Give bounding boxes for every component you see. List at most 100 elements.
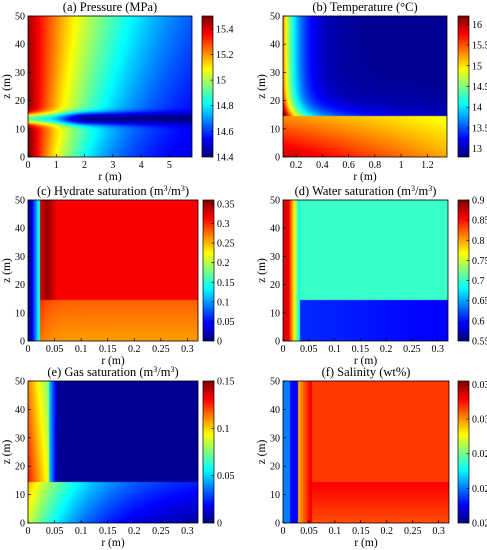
x-tick-label: 1 (54, 160, 59, 171)
colorbar-tick-label: 0.05 (217, 317, 235, 328)
plot-frame (27, 15, 193, 158)
x-tick-label: 1.2 (421, 160, 434, 171)
plot-frame (282, 15, 448, 158)
heatmap-salinity (283, 381, 449, 523)
panel-title: (f) Salinity (wt%) (322, 365, 411, 379)
x-tick-label: 0.8 (369, 160, 382, 171)
x-tick-label: 0.25 (404, 526, 422, 537)
x-tick-label: 0 (281, 344, 286, 355)
colorbar-tick-label: 14 (472, 103, 482, 114)
colorbar (458, 381, 469, 523)
y-tick-label: 40 (15, 224, 25, 235)
colorbar (202, 16, 213, 157)
y-axis-label: z (m) (1, 258, 13, 283)
x-tick-label: 0 (26, 160, 31, 171)
x-tick-label: 0.2 (128, 344, 141, 355)
x-tick-label: 0.1 (75, 526, 88, 537)
x-tick-label: 0.6 (342, 160, 355, 171)
x-tick-label: 5 (167, 160, 172, 171)
y-tick-label: 30 (270, 252, 280, 263)
x-tick-label: 0.3 (181, 344, 194, 355)
heatmap-water (283, 200, 448, 341)
colorbar-tick-label: 0.7 (472, 276, 485, 287)
colorbar-tick-label: 0 (217, 519, 222, 530)
x-tick-label: 0.3 (181, 526, 194, 537)
x-axis-label: r (m) (101, 355, 124, 367)
y-tick-label: 40 (15, 405, 25, 416)
colorbar-tick-label: 0.1 (217, 297, 230, 308)
colorbar-frame (202, 380, 215, 524)
x-tick-label: 0.1 (328, 344, 341, 355)
x-tick-label: 0.2 (290, 160, 303, 171)
panel-salinity: (f) Salinity (wt%) 0 0.05 0.1 0.15 0.2 0.25 0.3… (256, 365, 487, 549)
heatmap-hydrate (28, 200, 198, 341)
colorbar-tick-label: 0.026 (472, 484, 487, 495)
colorbar-tick-label: 0.3 (217, 219, 230, 230)
colorbar-tick-label: 0.75 (472, 256, 487, 267)
colorbar-tick-label: 0.03 (472, 415, 487, 426)
y-axis-label: z (m) (256, 440, 268, 465)
colorbar-tick-label: 0.8 (472, 236, 485, 247)
colorbar-tick-label: 15 (472, 61, 482, 72)
colorbar-tick-label: 14.4 (216, 153, 234, 164)
colorbar-tick-label: 0.024 (472, 519, 487, 530)
colorbar-tick-label: 15.2 (216, 50, 234, 61)
x-tick-label: 0 (26, 344, 31, 355)
plot-frame (27, 380, 199, 524)
colorbar-frame (201, 15, 214, 158)
x-tick-label: 3 (110, 160, 115, 171)
heatmap-temperature (283, 16, 447, 157)
x-tick-label: 0.25 (152, 344, 170, 355)
y-tick-label: 20 (270, 462, 280, 473)
y-tick-label: 30 (15, 433, 25, 444)
colorbar-tick-label: 15 (216, 76, 226, 87)
x-tick-label: 0.4 (316, 160, 329, 171)
colorbar-tick-label: 0.35 (217, 199, 235, 210)
panel-title: (a) Pressure (MPa) (63, 0, 157, 14)
y-tick-label: 40 (15, 40, 25, 51)
colorbar-tick-label: 14.5 (472, 82, 487, 93)
x-tick-label: 0.05 (46, 526, 64, 537)
x-tick-label: 2 (82, 160, 87, 171)
colorbar-tick-label: 13 (472, 144, 482, 155)
y-tick-label: 0 (275, 153, 280, 164)
panel-gas: (e) Gas saturation (m3/m3) 0 0.05 0.1 0.15 0.… (1, 365, 235, 549)
x-tick-label: 0.05 (300, 526, 318, 537)
colorbar-tick-label: 0.032 (472, 380, 487, 391)
colorbar-tick-label: 0.55 (472, 337, 487, 348)
panel-title: (c) Hydrate saturation (m3/m3) (37, 184, 189, 198)
x-tick-label: 0.25 (152, 526, 170, 537)
y-tick-label: 20 (270, 96, 280, 107)
panel-title: (e) Gas saturation (m3/m3) (47, 365, 178, 379)
colorbar-tick-label: 15.5 (472, 41, 487, 52)
colorbar-tick-label: 16 (472, 20, 482, 31)
colorbar-tick-label: 14.6 (216, 127, 234, 138)
x-tick-label: 0.3 (432, 526, 445, 537)
colorbar-frame (202, 199, 215, 342)
colorbar-tick-label: 0.65 (472, 296, 487, 307)
x-tick-label: 0.3 (431, 344, 444, 355)
panel-title: (d) Water saturation (m3/m3) (295, 184, 437, 198)
panel-title: (b) Temperature (°C) (312, 0, 417, 14)
y-tick-label: 40 (270, 40, 280, 51)
y-tick-label: 10 (270, 124, 280, 135)
x-tick-label: 0.05 (300, 344, 318, 355)
colorbar-tick-label: 0.6 (472, 316, 485, 327)
colorbar-tick-label: 15.4 (216, 24, 234, 35)
y-axis-label: z (m) (1, 74, 13, 99)
y-tick-label: 0 (20, 153, 25, 164)
y-tick-label: 50 (270, 377, 280, 388)
y-axis-label: z (m) (256, 258, 268, 283)
y-tick-label: 50 (270, 196, 280, 207)
colorbar-tick-label: 0.15 (217, 278, 235, 289)
y-tick-label: 20 (270, 280, 280, 291)
x-tick-label: 0.1 (75, 344, 88, 355)
colorbar-tick-label: 0.9 (472, 196, 485, 207)
x-axis-label: r (m) (354, 537, 377, 549)
x-tick-label: 0 (26, 526, 31, 537)
colorbar-tick-label: 0.028 (472, 449, 487, 460)
x-axis-label: r (m) (354, 355, 377, 367)
y-tick-label: 30 (270, 68, 280, 79)
